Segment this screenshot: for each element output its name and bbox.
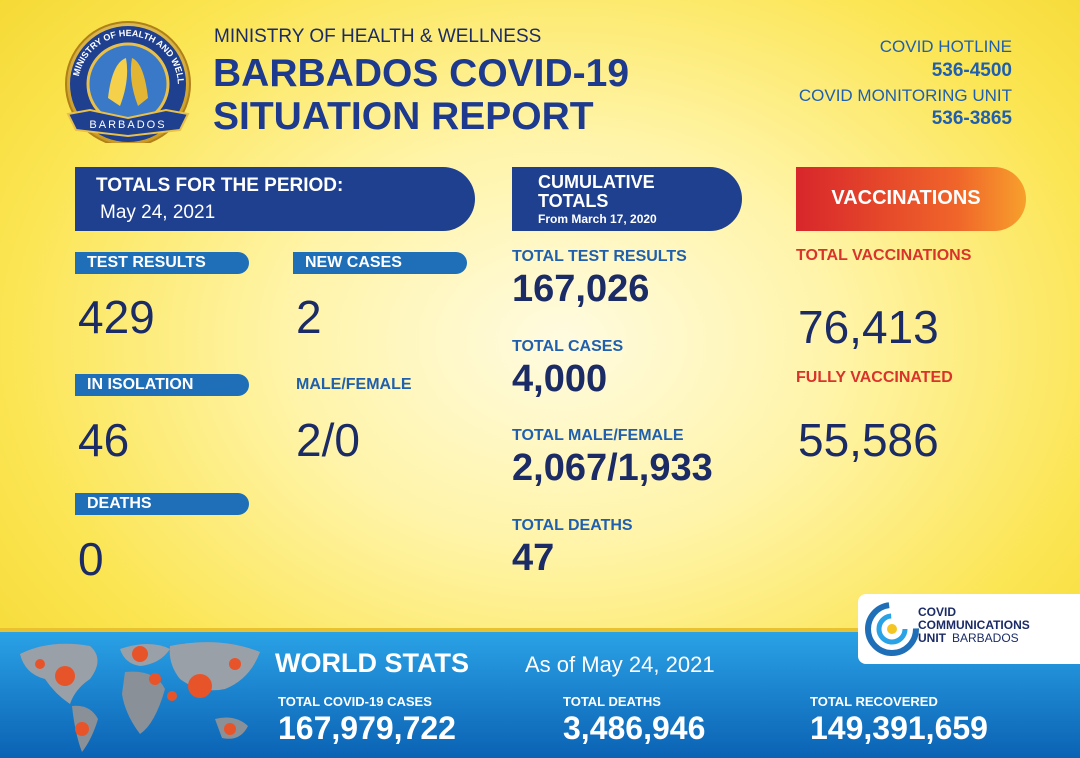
- ccu-text: BARBADOS: [952, 631, 1019, 645]
- title: BARBADOS COVID-19: [213, 52, 630, 95]
- cumulative-heading: TOTALS: [538, 191, 609, 211]
- ccu-text: COVID: [918, 605, 957, 619]
- stat-value: 2: [296, 291, 322, 343]
- vaccinations-heading: VACCINATIONS: [831, 187, 981, 209]
- stat-value: 0: [78, 533, 104, 585]
- stat-value: 429: [78, 291, 155, 343]
- stat-value: 76,413: [798, 301, 939, 353]
- contact-number: 536-3865: [931, 108, 1012, 129]
- contact-label: COVID MONITORING UNIT: [798, 86, 1012, 105]
- stat-label: NEW CASES: [293, 252, 467, 274]
- cumulative-since: From March 17, 2020: [538, 212, 657, 226]
- stat-value: 2/0: [296, 414, 360, 466]
- stat-value: 167,026: [512, 268, 650, 310]
- stat-label: TOTAL DEATHS: [512, 517, 633, 534]
- world-stat-value: 167,979,722: [278, 710, 456, 746]
- stat-value: 2,067/1,933: [512, 447, 713, 489]
- cumulative-header: [512, 167, 742, 231]
- stat-label: TOTAL VACCINATIONS: [796, 247, 972, 264]
- ccu-text: UNIT: [918, 631, 946, 645]
- ministry-logo: MINISTRY OF HEALTH AND WELLNESS BARBADOS: [60, 18, 191, 143]
- contact-number: 536-4500: [931, 60, 1012, 81]
- world-map: [20, 642, 260, 752]
- stat-label: TOTAL CASES: [512, 338, 624, 355]
- world-stat-label: TOTAL COVID-19 CASES: [278, 694, 432, 709]
- band-edge: [0, 628, 1080, 632]
- logo-banner: BARBADOS: [89, 119, 166, 131]
- world-stat-value: 3,486,946: [563, 710, 706, 746]
- stat-label: TOTAL MALE/FEMALE: [512, 427, 684, 444]
- stat-label: FULLY VACCINATED: [796, 369, 953, 386]
- stat-value: 47: [512, 537, 555, 579]
- world-stat-value: 149,391,659: [810, 710, 988, 746]
- world-as-of: As of May 24, 2021: [525, 652, 715, 677]
- vaccinations-header: [796, 167, 1026, 231]
- stat-label: TOTAL TEST RESULTS: [512, 248, 687, 265]
- ccu-emblem: [865, 602, 919, 656]
- title: SITUATION REPORT: [213, 95, 594, 138]
- stat-value: 55,586: [798, 414, 939, 466]
- period-header: [75, 167, 475, 231]
- stat-label: TEST RESULTS: [75, 252, 249, 274]
- stat-label: DEATHS: [75, 493, 249, 515]
- world-stat-label: TOTAL RECOVERED: [810, 694, 938, 709]
- contact-label: COVID HOTLINE: [879, 37, 1012, 56]
- period-heading: TOTALS FOR THE PERIOD:: [96, 175, 344, 196]
- cumulative-heading: CUMULATIVE: [538, 172, 655, 192]
- ministry-name: MINISTRY OF HEALTH & WELLNESS: [214, 26, 542, 47]
- stat-value: 46: [78, 414, 130, 466]
- stat-value: 4,000: [512, 358, 608, 400]
- ccu-text: COMMUNICATIONS: [918, 618, 1030, 632]
- stat-label: MALE/FEMALE: [296, 376, 412, 393]
- period-date: May 24, 2021: [100, 202, 216, 223]
- world-stat-label: TOTAL DEATHS: [563, 694, 661, 709]
- stat-label: IN ISOLATION: [75, 374, 249, 396]
- world-heading: WORLD STATS: [275, 648, 469, 678]
